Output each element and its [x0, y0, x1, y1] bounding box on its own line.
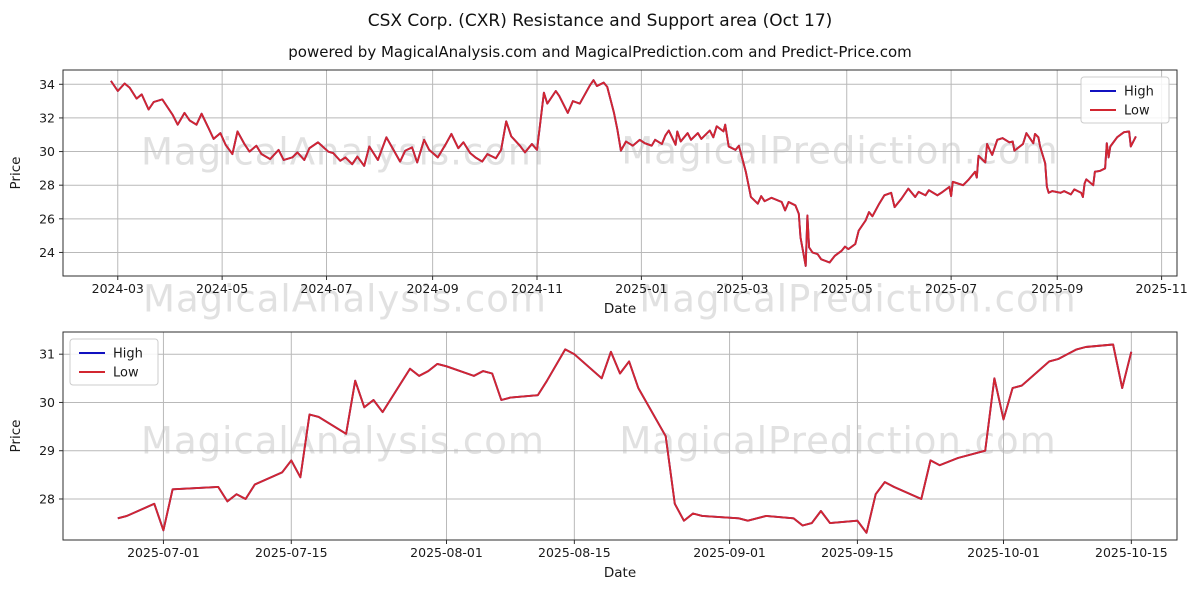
watermark-text: MagicalPrediction.com	[619, 419, 1057, 463]
y-tick-label: 34	[39, 77, 55, 92]
watermark-text: MagicalPrediction.com	[639, 277, 1077, 321]
y-tick-label: 29	[39, 443, 55, 458]
plot-border	[62, 331, 1178, 541]
x-tick-label: 2025-08-15	[538, 545, 611, 560]
x-tick-label: 2024-07	[300, 281, 352, 296]
x-tick-label: 2025-10-15	[1095, 545, 1168, 560]
y-tick-label: 30	[39, 144, 55, 159]
x-axis-label: Date	[604, 301, 636, 317]
y-tick-label: 28	[39, 491, 55, 506]
watermark-text: MagicalAnalysis.com	[143, 277, 547, 321]
x-tick-label: 2025-05	[821, 281, 873, 296]
recent-history-chart: 2025-07-01 2025-07-15 2025-08-01 2025-08-15…	[8, 331, 1178, 581]
watermark-text: MagicalAnalysis.com	[141, 419, 545, 463]
series-line-low	[117, 343, 1133, 534]
legend-box	[1080, 76, 1170, 124]
x-tick-label: 2024-05	[196, 281, 248, 296]
legend-box	[69, 338, 159, 386]
x-tick-label: 2025-07-01	[127, 545, 200, 560]
y-tick-label: 26	[39, 211, 55, 226]
chart-subtitle: powered by MagicalAnalysis.com and Magic…	[288, 43, 912, 61]
x-tick-label: 2025-07	[925, 281, 977, 296]
x-tick-label: 2024-11	[511, 281, 563, 296]
y-axis-label: Price	[8, 420, 24, 453]
x-tick-label: 2025-08-01	[410, 545, 483, 560]
x-tick-label: 2024-09	[407, 281, 459, 296]
series-line-low	[110, 79, 1137, 267]
x-tick-label: 2025-09-15	[821, 545, 894, 560]
legend-label-low: Low	[1124, 104, 1150, 119]
x-tick-label: 2025-07-15	[255, 545, 328, 560]
legend-label-high: High	[113, 347, 143, 362]
series-line-high	[110, 79, 1137, 267]
x-tick-label: 2025-01	[615, 281, 667, 296]
y-tick-label: 24	[39, 245, 55, 260]
y-tick-label: 28	[39, 178, 55, 193]
x-tick-label: 2024-03	[92, 281, 144, 296]
plot-border	[62, 69, 1178, 277]
x-tick-label: 2025-09	[1031, 281, 1083, 296]
y-tick-label: 31	[39, 347, 55, 362]
legend-label-low: Low	[113, 366, 139, 381]
x-tick-label: 2025-03	[716, 281, 768, 296]
x-axis-label: Date	[604, 565, 636, 581]
x-tick-label: 2025-10-01	[967, 545, 1040, 560]
chart-title: CSX Corp. (CXR) Resistance and Support a…	[367, 11, 833, 31]
y-tick-label: 30	[39, 395, 55, 410]
x-tick-label: 2025-09-01	[693, 545, 766, 560]
series-line-high	[117, 343, 1133, 534]
full-history-chart: 2024-03 2024-05 2024-07 2024-09 2024-11 2025-…	[8, 69, 1188, 317]
y-axis-label: Price	[8, 157, 24, 190]
y-tick-label: 32	[39, 110, 55, 125]
x-tick-label: 2025-11	[1135, 281, 1187, 296]
legend-label-high: High	[1124, 85, 1154, 100]
